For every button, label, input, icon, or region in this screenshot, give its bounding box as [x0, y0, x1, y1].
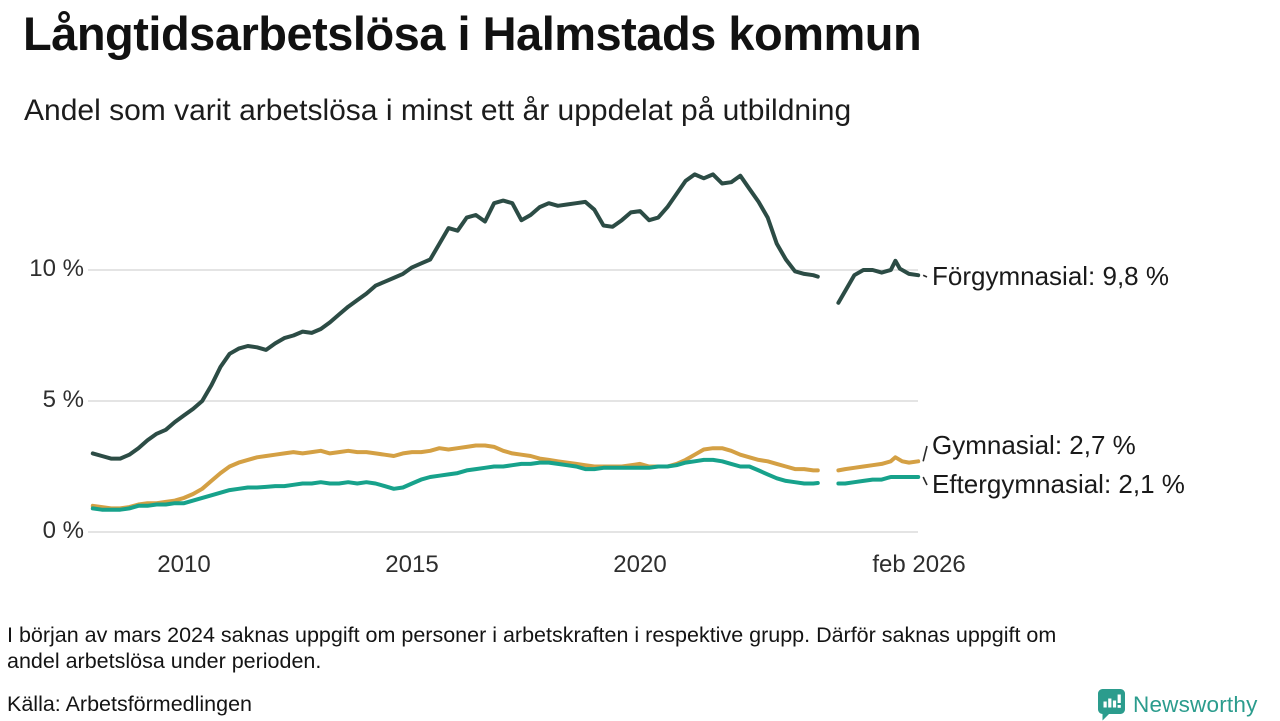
label-leader-gymnasial: [922, 445, 928, 462]
series-line-eftergymnasial: [90, 457, 820, 512]
label-leader-eftergymnasial: [922, 476, 928, 486]
series-line-gymnasial: [90, 443, 820, 511]
series-end-label-eftergymnasial: Eftergymnasial: 2,1 %: [932, 468, 1185, 499]
footnote-line-1: I början av mars 2024 saknas uppgift om …: [7, 623, 1057, 647]
x-axis-label-3: feb 2026: [872, 551, 966, 578]
page-title: Långtidsarbetslösa i Halmstads kommun: [23, 7, 922, 60]
footnote-line-2: andel arbetslösa under perioden.: [7, 649, 322, 673]
series-line-forgymnasial: [90, 172, 820, 461]
x-axis-label-0: 2010: [157, 551, 211, 578]
newsworthy-logo-icon: [1098, 689, 1125, 721]
series-line-eftergymnasial-after-gap: [836, 475, 921, 486]
page-subtitle: Andel som varit arbetslösa i minst ett å…: [24, 94, 852, 127]
source-credit: Källa: Arbetsförmedlingen: [7, 692, 253, 716]
y-axis-label-10: 10 %: [29, 254, 84, 282]
series-end-label-gymnasial: Gymnasial: 2,7 %: [932, 429, 1136, 460]
newsworthy-brand: Newsworthy: [1097, 688, 1258, 721]
x-axis-label-1: 2015: [385, 551, 439, 578]
series-end-label-forgymnasial: Förgymnasial: 9,8 %: [932, 260, 1169, 291]
chart-footnote: I början av mars 2024 saknas uppgift om …: [7, 622, 1257, 674]
series-line-gymnasial-after-gap: [836, 455, 921, 473]
y-axis-label-5: 5 %: [42, 385, 84, 413]
newsworthy-wordmark: Newsworthy: [1133, 691, 1258, 717]
series-line-forgymnasial-after-gap: [836, 258, 921, 305]
label-leader-forgymnasial: [922, 274, 928, 278]
y-axis-label-0: 0 %: [42, 516, 84, 544]
x-axis-label-2: 2020: [613, 551, 667, 578]
